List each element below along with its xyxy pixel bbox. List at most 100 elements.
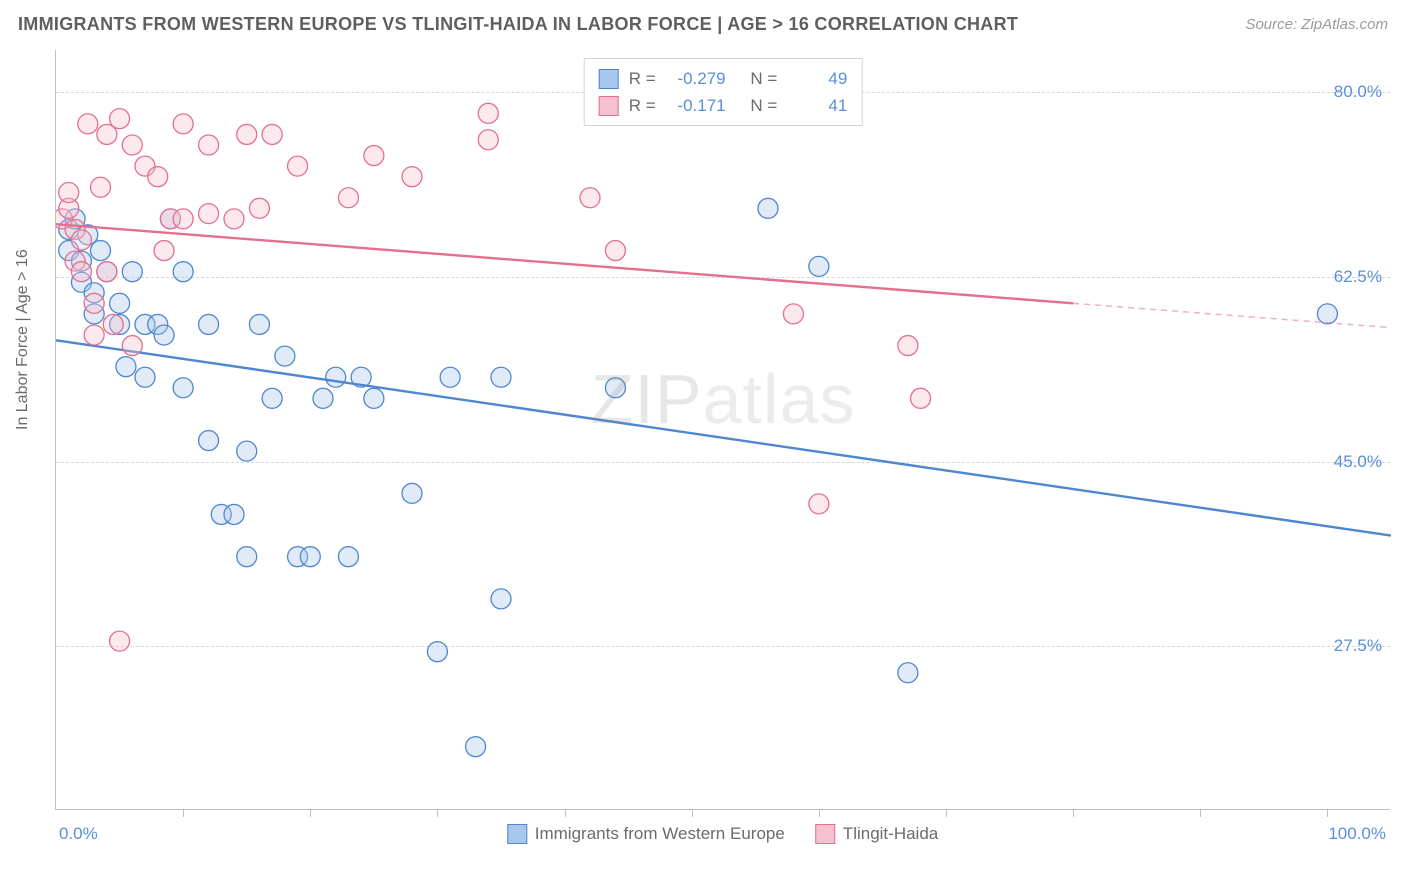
trend-line [56, 340, 1391, 535]
data-point [110, 109, 130, 129]
data-point [262, 124, 282, 144]
data-point [466, 737, 486, 757]
y-axis-label: In Labor Force | Age > 16 [14, 249, 32, 430]
data-point [1317, 304, 1337, 324]
data-point [300, 547, 320, 567]
data-point [199, 431, 219, 451]
x-tick [565, 809, 566, 817]
data-point [237, 441, 257, 461]
data-point [122, 135, 142, 155]
data-point [275, 346, 295, 366]
data-point [809, 256, 829, 276]
legend-label-series1: Immigrants from Western Europe [535, 824, 785, 844]
data-point [262, 388, 282, 408]
data-point [478, 103, 498, 123]
data-point [491, 367, 511, 387]
data-point [326, 367, 346, 387]
x-axis-min-label: 0.0% [59, 824, 98, 844]
x-tick [183, 809, 184, 817]
x-tick [946, 809, 947, 817]
y-tick-label: 80.0% [1334, 82, 1382, 102]
data-point [338, 547, 358, 567]
data-point [237, 547, 257, 567]
data-point [71, 230, 91, 250]
data-point [605, 378, 625, 398]
x-tick [1073, 809, 1074, 817]
data-point [478, 130, 498, 150]
data-point [91, 241, 111, 261]
data-point [116, 357, 136, 377]
data-point [110, 631, 130, 651]
data-point [135, 367, 155, 387]
data-point [154, 325, 174, 345]
y-tick-label: 62.5% [1334, 267, 1382, 287]
data-point [173, 262, 193, 282]
x-tick [437, 809, 438, 817]
data-point [288, 156, 308, 176]
data-point [783, 304, 803, 324]
data-point [440, 367, 460, 387]
chart-header: IMMIGRANTS FROM WESTERN EUROPE VS TLINGI… [0, 0, 1406, 35]
data-point [224, 209, 244, 229]
data-point [338, 188, 358, 208]
data-point [173, 114, 193, 134]
data-point [758, 198, 778, 218]
legend-label-series2: Tlingit-Haida [843, 824, 938, 844]
source-attribution: Source: ZipAtlas.com [1245, 16, 1388, 33]
data-point [199, 135, 219, 155]
data-point [809, 494, 829, 514]
data-point [84, 293, 104, 313]
data-point [364, 388, 384, 408]
y-tick-label: 27.5% [1334, 636, 1382, 656]
data-point [59, 183, 79, 203]
x-axis-bar: 0.0% Immigrants from Western Europe Tlin… [55, 818, 1390, 850]
data-point [173, 209, 193, 229]
data-point [71, 262, 91, 282]
trend-line [56, 224, 1073, 303]
chart-title: IMMIGRANTS FROM WESTERN EUROPE VS TLINGI… [18, 14, 1018, 35]
series-legend: Immigrants from Western Europe Tlingit-H… [507, 824, 938, 844]
data-point [91, 177, 111, 197]
data-point [154, 241, 174, 261]
data-point [84, 325, 104, 345]
data-point [898, 663, 918, 683]
trend-line-extrapolated [1073, 303, 1391, 327]
swatch-series2 [599, 96, 619, 116]
data-point [249, 198, 269, 218]
data-point [103, 314, 123, 334]
data-point [402, 483, 422, 503]
data-point [199, 204, 219, 224]
x-axis-max-label: 100.0% [1328, 824, 1386, 844]
data-point [224, 504, 244, 524]
data-point [110, 293, 130, 313]
data-point [249, 314, 269, 334]
y-tick-label: 45.0% [1334, 452, 1382, 472]
legend-row-series1: R = -0.279 N = 49 [599, 65, 848, 92]
data-point [580, 188, 600, 208]
swatch-series2-bottom [815, 824, 835, 844]
x-tick [1200, 809, 1201, 817]
x-tick [310, 809, 311, 817]
swatch-series1-bottom [507, 824, 527, 844]
legend-row-series2: R = -0.171 N = 41 [599, 92, 848, 119]
data-point [491, 589, 511, 609]
data-point [122, 262, 142, 282]
data-point [148, 167, 168, 187]
data-point [402, 167, 422, 187]
legend-item-series2: Tlingit-Haida [815, 824, 938, 844]
data-point [237, 124, 257, 144]
data-point [911, 388, 931, 408]
x-tick [819, 809, 820, 817]
correlation-legend-box: R = -0.279 N = 49 R = -0.171 N = 41 [584, 58, 863, 126]
data-point [173, 378, 193, 398]
x-tick [1327, 809, 1328, 817]
data-point [605, 241, 625, 261]
data-point [97, 262, 117, 282]
data-point [898, 336, 918, 356]
data-point [199, 314, 219, 334]
legend-item-series1: Immigrants from Western Europe [507, 824, 785, 844]
chart-plot-area: ZIPatlas R = -0.279 N = 49 R = -0.171 N … [55, 50, 1390, 810]
data-point [313, 388, 333, 408]
data-point [427, 642, 447, 662]
x-tick [692, 809, 693, 817]
